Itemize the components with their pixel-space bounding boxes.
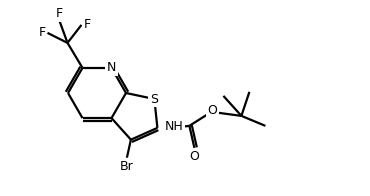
Text: NH: NH: [164, 120, 183, 133]
Text: O: O: [208, 104, 217, 117]
Text: N: N: [107, 61, 116, 74]
Text: S: S: [150, 93, 158, 105]
Text: Br: Br: [120, 160, 134, 173]
Text: F: F: [84, 18, 91, 31]
Text: O: O: [189, 150, 199, 163]
Text: F: F: [38, 26, 46, 39]
Text: F: F: [56, 7, 63, 20]
